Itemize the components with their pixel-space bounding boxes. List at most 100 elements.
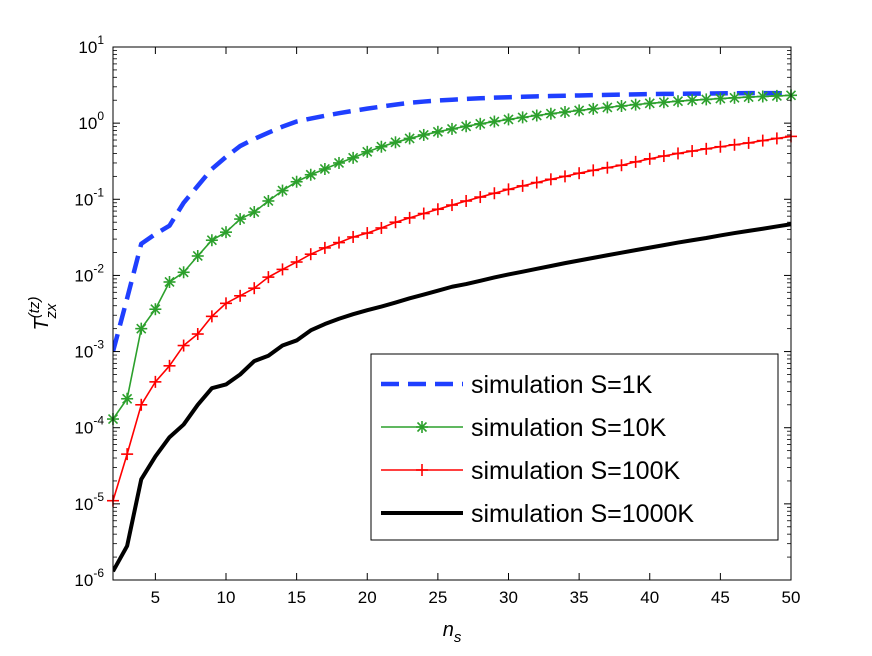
- data-point: [234, 213, 247, 226]
- data-point: [135, 322, 148, 335]
- legend-label: simulation S=1K: [471, 371, 653, 399]
- data-point: [559, 170, 571, 183]
- legend-item-4: simulation S=1000K: [381, 500, 694, 528]
- data-point: [474, 117, 487, 130]
- series-4: [113, 222, 791, 573]
- legend-label: simulation S=1000K: [471, 500, 694, 528]
- x-tick-label: 40: [640, 588, 659, 607]
- series-layer: [107, 89, 797, 573]
- data-point: [304, 168, 317, 181]
- data-point: [361, 145, 374, 158]
- data-point: [248, 206, 261, 219]
- data-point: [601, 101, 614, 114]
- x-tick-label: 10: [217, 588, 236, 607]
- data-point: [530, 109, 543, 122]
- data-point: [615, 159, 628, 172]
- data-point: [262, 194, 275, 207]
- data-point: [460, 120, 473, 133]
- data-point: [375, 140, 388, 153]
- data-point: [629, 98, 642, 111]
- legend-label: simulation S=100K: [471, 457, 680, 485]
- data-point: [728, 91, 741, 104]
- series-2: [107, 89, 797, 426]
- data-point: [149, 303, 162, 316]
- data-point: [544, 107, 557, 120]
- data-point: [403, 211, 416, 224]
- legend: simulation S=1K simulation S=10K simulatio…: [370, 353, 779, 541]
- data-point: [643, 97, 656, 110]
- data-point: [544, 173, 557, 186]
- data-point: [191, 328, 204, 341]
- data-point: [742, 136, 755, 149]
- x-tick-label: 25: [428, 588, 447, 607]
- data-point: [446, 122, 458, 135]
- data-point: [431, 125, 444, 138]
- legend-marker: [416, 464, 428, 476]
- series-3: [107, 130, 797, 507]
- y-tick-label: 10-4: [74, 414, 104, 438]
- y-tick-label: 10-6: [74, 566, 104, 590]
- data-point: [657, 150, 670, 163]
- data-point: [629, 155, 642, 168]
- data-point: [121, 448, 134, 461]
- data-point: [672, 147, 684, 160]
- data-point: [516, 111, 529, 124]
- data-point: [643, 152, 656, 165]
- data-point: [686, 145, 699, 158]
- x-tick-label: 50: [782, 588, 801, 607]
- data-point: [375, 221, 388, 234]
- data-point: [177, 266, 190, 279]
- data-point: [770, 89, 783, 102]
- legend-label: simulation S=10K: [471, 414, 667, 442]
- legend-marker: [416, 421, 428, 433]
- data-point: [205, 310, 218, 323]
- data-point: [135, 398, 148, 411]
- data-point: [460, 194, 473, 207]
- data-point: [756, 134, 769, 147]
- data-point: [587, 164, 600, 177]
- data-point: [587, 102, 600, 115]
- data-point: [615, 99, 628, 112]
- data-point: [333, 236, 345, 249]
- data-point: [530, 176, 543, 189]
- data-point: [573, 167, 586, 180]
- x-tick-label: 15: [287, 588, 306, 607]
- data-point: [417, 128, 430, 141]
- data-point: [290, 256, 303, 269]
- data-point: [446, 199, 458, 212]
- data-point: [220, 297, 232, 310]
- legend-item-2: simulation S=10K: [381, 414, 667, 442]
- data-point: [714, 140, 727, 153]
- data-point: [488, 187, 501, 200]
- data-point: [559, 106, 571, 119]
- data-point: [502, 183, 515, 196]
- data-point: [191, 249, 204, 262]
- data-point: [290, 175, 303, 188]
- data-point: [573, 104, 586, 117]
- data-point: [601, 161, 614, 174]
- data-point: [205, 234, 218, 247]
- x-tick-label: 5: [151, 588, 160, 607]
- data-point: [121, 392, 134, 405]
- data-point: [318, 162, 331, 175]
- x-tick-label: 30: [499, 588, 518, 607]
- y-tick-label: 10-1: [74, 185, 104, 209]
- data-point: [770, 132, 783, 145]
- y-tick-label: 101: [78, 33, 104, 57]
- series-line: [113, 90, 791, 353]
- axes-frame: [112, 46, 792, 581]
- series-line: [113, 222, 791, 573]
- data-point: [347, 151, 360, 164]
- data-point: [318, 241, 331, 254]
- data-point: [488, 115, 501, 128]
- x-tick-label: 45: [711, 588, 730, 607]
- data-point: [262, 271, 275, 284]
- data-point: [403, 132, 416, 145]
- data-point: [361, 227, 374, 240]
- data-point: [220, 226, 232, 239]
- data-point: [149, 375, 162, 388]
- y-tick-label: 10-5: [74, 490, 104, 514]
- y-tick-label: 10-3: [74, 338, 104, 362]
- data-point: [304, 248, 317, 261]
